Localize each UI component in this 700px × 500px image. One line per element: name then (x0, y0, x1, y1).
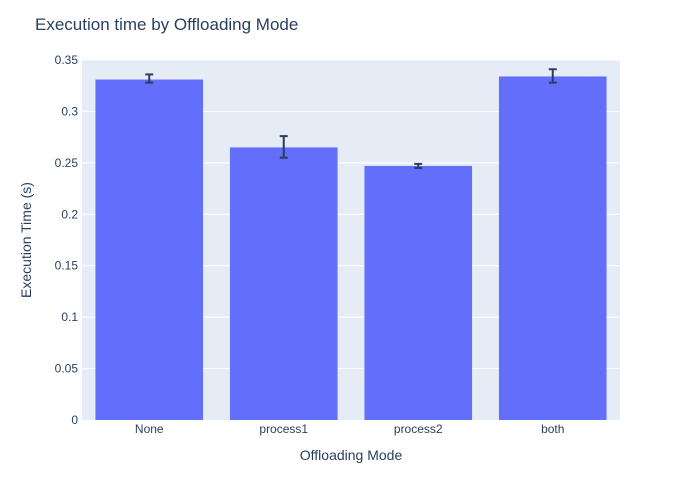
x-tick-label: both (541, 422, 564, 436)
x-axis-ticks: None process1 process2 both (135, 422, 565, 436)
bar-None (95, 79, 204, 421)
y-axis-ticks: 0 0.05 0.1 0.15 0.2 0.25 0.3 0.35 (55, 53, 79, 427)
bars (95, 76, 607, 421)
y-tick-label: 0.05 (55, 362, 79, 376)
x-tick-label: process1 (259, 422, 308, 436)
y-tick-label: 0.15 (55, 259, 79, 273)
y-tick-label: 0.35 (55, 53, 79, 67)
x-axis-title: Offloading Mode (300, 447, 403, 463)
error-bars (145, 68, 557, 169)
y-tick-label: 0.2 (61, 207, 78, 221)
bar-process1 (229, 147, 338, 420)
y-tick-label: 0 (71, 413, 78, 427)
chart-title: Execution time by Offloading Mode (35, 15, 298, 34)
bar-process2 (364, 165, 473, 420)
bar-both (498, 76, 607, 420)
y-tick-label: 0.3 (61, 104, 78, 118)
x-tick-label: process2 (394, 422, 443, 436)
y-tick-label: 0.1 (61, 310, 78, 324)
x-tick-label: None (135, 422, 164, 436)
y-tick-label: 0.25 (55, 156, 79, 170)
y-axis-title: Execution Time (s) (18, 182, 34, 298)
